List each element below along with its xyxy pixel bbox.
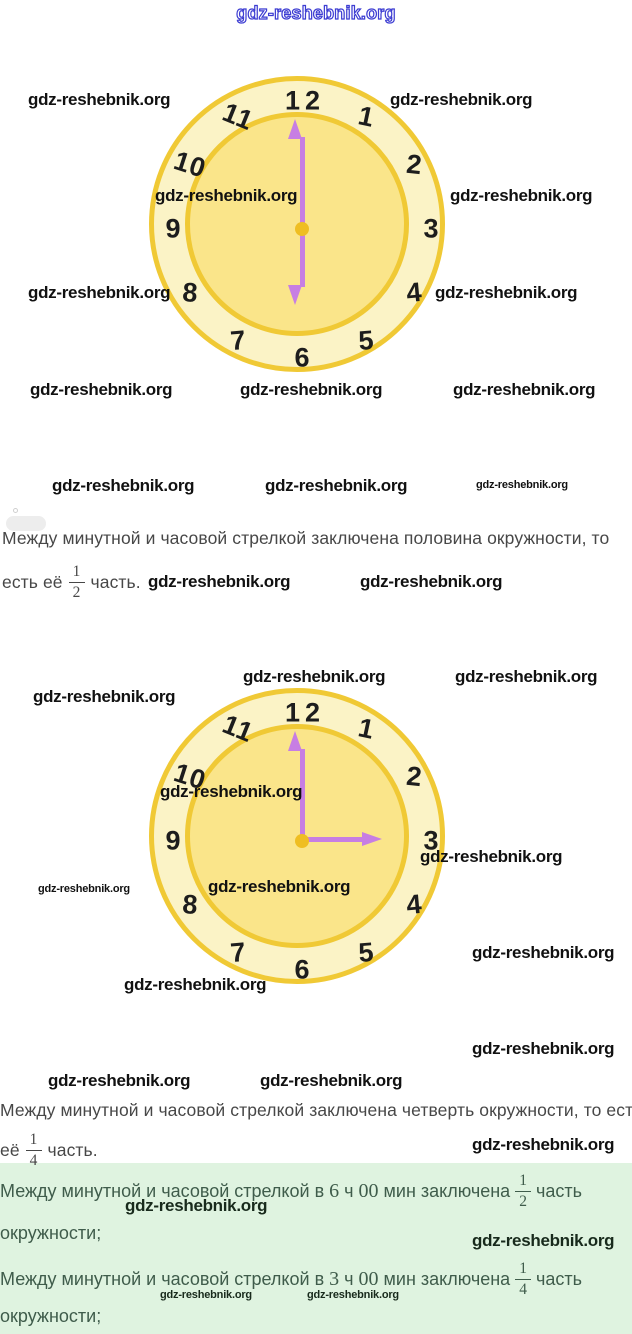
clock-center-dot [295, 222, 309, 236]
answer-item-1-line1: Между минутной и часовой стрелкой в 6 ч … [0, 1168, 582, 1214]
minute-hand [299, 137, 305, 229]
watermark: gdz-reshebnik.org [243, 667, 386, 686]
clock-six-oclock: 12 1 2 3 4 5 6 7 8 9 10 11 [149, 76, 445, 372]
watermark: gdz-reshebnik.org [390, 90, 533, 109]
clock-number-8: 8 [181, 889, 199, 920]
clock-number-1: 1 [355, 712, 377, 745]
paragraph-half-line2-post: часть. [90, 571, 141, 592]
watermark: gdz-reshebnik.org [260, 1071, 403, 1090]
clock-number-1: 1 [355, 100, 377, 133]
minute-hand-arrowhead [288, 731, 302, 751]
answer-hours-unit: ч [344, 1268, 354, 1289]
answer-item-1-line2: окружности; [0, 1223, 102, 1243]
clock-number-8: 8 [181, 277, 199, 308]
paragraph-quarter-line2: её 1 4 часть. [0, 1126, 98, 1174]
answer-item-2-line1: Между минутной и часовой стрелкой в 3 ч … [0, 1256, 582, 1302]
answer-item-2-line2: окружности; [0, 1306, 102, 1326]
answer-minutes: 00 [358, 1179, 379, 1202]
watermark: gdz-reshebnik.org [30, 380, 173, 399]
clock-number-2: 2 [405, 760, 424, 793]
clock-number-7: 7 [229, 324, 247, 357]
site-title-watermark: gdz-reshebnik.org [236, 2, 396, 23]
watermark: gdz-reshebnik.org [472, 1039, 615, 1058]
watermark: gdz-reshebnik.org [240, 380, 383, 399]
watermark: gdz-reshebnik.org [28, 90, 171, 109]
clock-center-dot [295, 834, 309, 848]
clock-number-5: 5 [357, 937, 375, 968]
watermark: gdz-reshebnik.org [450, 186, 593, 205]
watermark: gdz-reshebnik.org [48, 1071, 191, 1090]
fraction-one-quarter: 1 4 [25, 1131, 42, 1170]
answer-text: Между минутной и часовой стрелкой в [0, 1268, 325, 1289]
fraction-one-half: 1 2 [515, 1172, 531, 1211]
clock-three-oclock: 12 1 2 3 4 5 6 7 8 9 10 11 [149, 688, 445, 984]
clock-number-4: 4 [405, 276, 423, 309]
fraction-one-quarter: 1 4 [515, 1260, 531, 1299]
hour-hand-arrowhead [362, 832, 382, 846]
hour-hand [299, 229, 305, 287]
watermark: gdz-reshebnik.org [28, 283, 171, 302]
answer-block: Между минутной и часовой стрелкой в 6 ч … [0, 1163, 632, 1334]
clock-number-2: 2 [405, 148, 424, 181]
paragraph-quarter-line2-post: часть. [47, 1139, 98, 1160]
answer-text: часть [535, 1268, 582, 1289]
fraction-one-half: 1 2 [68, 563, 85, 602]
clock-number-7: 7 [229, 936, 247, 969]
clock-number-6: 6 [294, 342, 310, 373]
clock-number-3: 3 [423, 213, 439, 244]
watermark: gdz-reshebnik.org [472, 943, 615, 962]
watermark: gdz-reshebnik.org [124, 975, 267, 994]
watermark: gdz-reshebnik.org [125, 1196, 268, 1215]
watermark: gdz-reshebnik.org [160, 1289, 252, 1301]
answer-minutes: 00 [358, 1267, 379, 1290]
answer-text: мин заключена [383, 1180, 511, 1201]
watermark: gdz-reshebnik.org [360, 572, 503, 591]
paragraph-half-line2: есть её 1 2 часть. [2, 558, 141, 606]
clock-number-4: 4 [405, 888, 423, 921]
watermark: gdz-reshebnik.org [33, 687, 176, 706]
clock-number-6: 6 [294, 954, 310, 985]
answer-text: Между минутной и часовой стрелкой в [0, 1180, 325, 1201]
watermark: gdz-reshebnik.org [472, 1231, 615, 1250]
paragraph-half-line1: Между минутной и часовой стрелкой заключ… [2, 528, 610, 548]
ui-fragment-pill [6, 516, 46, 531]
minute-hand-arrowhead [288, 119, 302, 139]
watermark: gdz-reshebnik.org [52, 476, 195, 495]
clock-number-9: 9 [165, 213, 181, 244]
answer-hours: 6 [329, 1179, 340, 1202]
paragraph-quarter-line1: Между минутной и часовой стрелкой заключ… [0, 1100, 632, 1120]
watermark: gdz-reshebnik.org [476, 479, 568, 491]
watermark: gdz-reshebnik.org [160, 782, 303, 801]
clock-number-12: 12 [284, 697, 326, 728]
minute-hand [299, 749, 305, 841]
answer-hours: 3 [329, 1267, 340, 1290]
watermark: gdz-reshebnik.org [38, 883, 130, 895]
watermark: gdz-reshebnik.org [420, 847, 563, 866]
paragraph-half-line2-pre: есть её [2, 571, 63, 592]
clock-number-12: 12 [284, 85, 326, 116]
watermark: gdz-reshebnik.org [155, 186, 298, 205]
watermark: gdz-reshebnik.org [208, 877, 351, 896]
answer-text: часть [535, 1180, 582, 1201]
watermark: gdz-reshebnik.org [265, 476, 408, 495]
watermark: gdz-reshebnik.org [455, 667, 598, 686]
clock-number-9: 9 [165, 825, 181, 856]
watermark: gdz-reshebnik.org [435, 283, 578, 302]
ui-fragment-dot [13, 508, 18, 513]
paragraph-quarter-line2-pre: её [0, 1139, 20, 1160]
watermark: gdz-reshebnik.org [307, 1289, 399, 1301]
watermark: gdz-reshebnik.org [148, 572, 291, 591]
hour-hand-arrowhead [288, 285, 302, 305]
watermark: gdz-reshebnik.org [472, 1135, 615, 1154]
answer-text: мин заключена [383, 1268, 511, 1289]
hour-hand [302, 836, 362, 842]
clock-number-5: 5 [357, 325, 375, 356]
watermark: gdz-reshebnik.org [453, 380, 596, 399]
clock-number-3: 3 [423, 825, 439, 856]
answer-hours-unit: ч [344, 1180, 354, 1201]
